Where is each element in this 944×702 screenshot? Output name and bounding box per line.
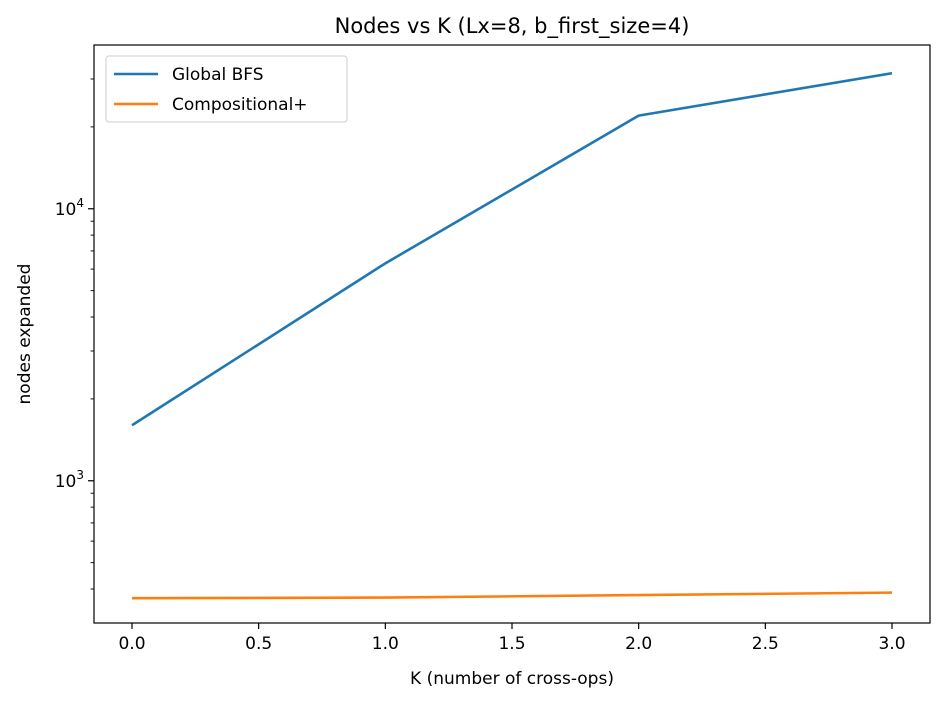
y-tick-label: 104 [55,196,84,220]
chart-title: Nodes vs K (Lx=8, b_first_size=4) [335,14,690,39]
x-tick-label: 2.5 [752,634,779,654]
plot-frame [93,44,931,624]
x-tick-label: 2.0 [625,634,652,654]
x-axis-ticks: 0.0 0.5 1.0 1.5 2.0 2.5 3.0 [118,623,906,654]
x-tick-label: 0.5 [245,634,272,654]
legend-label-1: Compositional+ [172,95,308,115]
x-tick-label: 1.0 [372,634,399,654]
legend-box [105,55,348,123]
legend: Global BFS Compositional+ [105,55,348,123]
plot-series [131,71,893,600]
y-tick-label: 103 [55,468,84,492]
x-tick-label: 0.0 [118,634,145,654]
x-tick-label: 3.0 [878,634,905,654]
y-axis-ticks: 103 104 [55,78,94,590]
legend-label-0: Global BFS [172,65,264,85]
x-axis-label: K (number of cross-ops) [410,669,614,689]
series-line-0 [131,71,893,427]
x-tick-label: 1.5 [498,634,525,654]
y-axis-label: nodes expanded [15,264,35,405]
series-line-1 [131,591,893,600]
